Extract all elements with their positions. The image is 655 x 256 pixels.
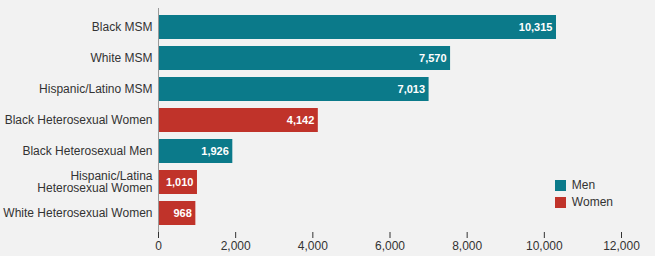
html-text:Men: Men	[571, 178, 596, 192]
svg-text:968: 968	[173, 207, 191, 219]
svg-text:10,315: 10,315	[519, 21, 553, 33]
svg-text:12,000: 12,000	[603, 239, 640, 253]
svg-text:10,000: 10,000	[526, 239, 563, 253]
svg-text:6,000: 6,000	[375, 239, 405, 253]
svg-text:White Heterosexual Women: White Heterosexual Women	[3, 206, 152, 220]
svg-text:2,000: 2,000	[221, 239, 251, 253]
svg-text:1,926: 1,926	[201, 145, 229, 157]
svg-text:1,010: 1,010	[166, 176, 194, 188]
svg-text:Hispanic/LatinaHeterosexual Wo: Hispanic/LatinaHeterosexual Women	[37, 169, 152, 195]
html-text:Women: Women	[571, 195, 613, 209]
svg-text:Hispanic/Latino MSM: Hispanic/Latino MSM	[39, 82, 152, 96]
svg-text:0: 0	[155, 239, 162, 253]
svg-text:4,142: 4,142	[287, 114, 315, 126]
svg-text:Black MSM: Black MSM	[92, 20, 153, 34]
svg-text:4,000: 4,000	[298, 239, 328, 253]
svg-text:7,570: 7,570	[419, 52, 447, 64]
svg-text:Black Heterosexual Men: Black Heterosexual Men	[22, 144, 152, 158]
svg-text:White MSM: White MSM	[90, 51, 152, 65]
svg-text:7,013: 7,013	[398, 83, 426, 95]
svg-text:8,000: 8,000	[452, 239, 482, 253]
svg-text:Black Heterosexual Women: Black Heterosexual Women	[5, 113, 153, 127]
